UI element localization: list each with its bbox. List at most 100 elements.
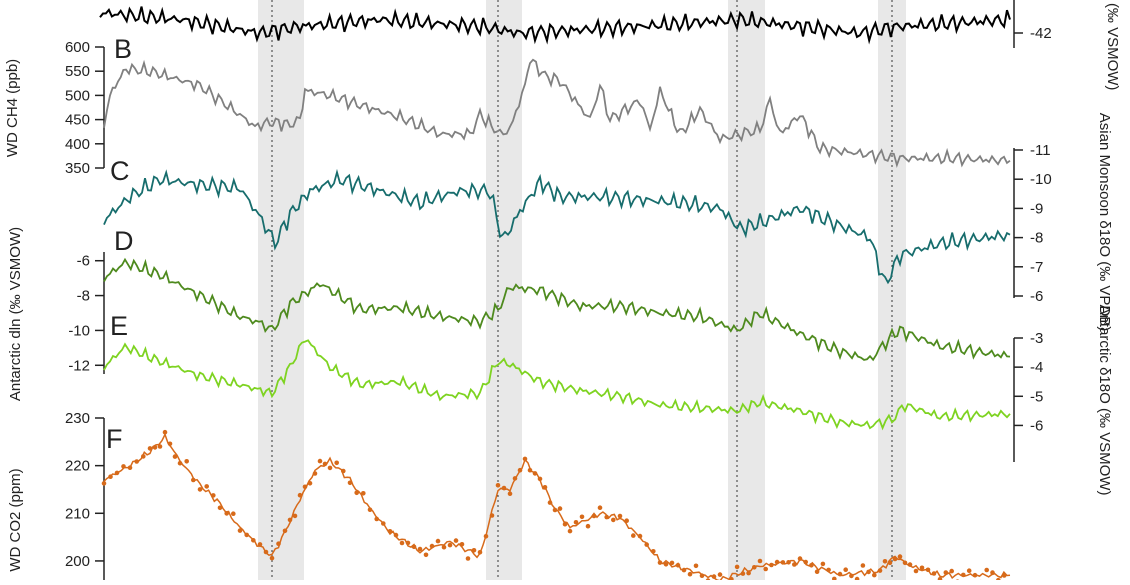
series-d-line — [104, 260, 1010, 360]
panel-a: -42 d δ18O (‰ VSMOW) — [100, 0, 1121, 90]
data-point — [231, 511, 236, 516]
axis-a-title: d δ18O (‰ VSMOW) — [1104, 0, 1121, 90]
data-point — [682, 568, 687, 573]
data-point — [624, 518, 629, 523]
data-point — [688, 572, 693, 577]
data-point — [990, 570, 995, 575]
data-point — [276, 541, 281, 546]
data-point — [334, 461, 339, 466]
data-point — [442, 545, 447, 550]
data-point — [153, 445, 158, 450]
series-c-line — [104, 172, 1010, 282]
data-point — [513, 476, 518, 481]
data-point — [400, 541, 405, 546]
panel-c: C -11-10-9-8-7-6 Asian Monsoon δ18O (‰ V… — [104, 113, 1113, 331]
data-point — [478, 550, 483, 555]
data-point — [121, 464, 126, 469]
data-point — [158, 444, 163, 449]
data-point — [809, 563, 814, 568]
series-f-points — [102, 430, 1007, 580]
data-point — [883, 559, 888, 564]
axis-tick-label: -10 — [1030, 171, 1052, 188]
panel-letter-d: D — [114, 226, 134, 256]
axis-tick-label: -5 — [1030, 388, 1043, 405]
data-point — [184, 459, 189, 464]
axis-e-title: Antarctic δ18O (‰ VSMOW) — [1096, 305, 1113, 496]
axis-e-ticks: -3 -4 -5 -6 — [1014, 330, 1043, 434]
axis-tick-label: -8 — [1030, 230, 1043, 247]
data-point — [313, 471, 318, 476]
data-point — [381, 521, 386, 526]
axis-tick-label: -3 — [1030, 330, 1043, 347]
data-point — [664, 562, 669, 567]
data-point — [533, 471, 538, 476]
data-point — [244, 533, 249, 538]
data-point — [543, 485, 548, 490]
data-point — [354, 491, 359, 496]
data-point — [866, 570, 871, 575]
axis-tick-label: 210 — [65, 505, 90, 522]
data-point — [746, 571, 751, 576]
data-point — [418, 547, 423, 552]
data-point — [586, 524, 591, 529]
data-point — [670, 561, 675, 566]
data-point — [198, 487, 203, 492]
data-point — [218, 506, 223, 511]
data-point — [843, 567, 848, 572]
series-f-line — [104, 435, 1010, 581]
panel-letter-e: E — [110, 311, 128, 341]
data-point — [141, 454, 146, 459]
data-point — [944, 570, 949, 575]
data-point — [518, 468, 523, 473]
panel-letter-b: B — [114, 34, 132, 64]
data-point — [472, 548, 477, 553]
data-point — [651, 549, 656, 554]
axis-tick-label: 200 — [65, 553, 90, 570]
data-point — [224, 511, 229, 516]
shaded-band-3 — [728, 0, 765, 580]
data-point — [173, 454, 178, 459]
data-point — [496, 483, 501, 488]
data-point — [574, 520, 579, 525]
axis-tick-label: 600 — [65, 39, 90, 56]
axis-b-title: WD CH4 (ppb) — [4, 59, 21, 157]
data-point — [102, 481, 107, 486]
data-point — [838, 572, 843, 577]
data-point — [341, 469, 346, 474]
data-point — [973, 573, 978, 578]
data-point — [374, 517, 379, 522]
data-point — [815, 569, 820, 574]
data-point — [270, 556, 275, 561]
data-point — [658, 560, 663, 565]
data-point — [700, 573, 705, 578]
axis-tick-label: -4 — [1030, 359, 1043, 376]
data-point — [448, 543, 453, 548]
data-point — [211, 493, 216, 498]
data-point — [293, 514, 298, 519]
axis-tick-label: -7 — [1030, 259, 1043, 276]
data-point — [898, 554, 903, 559]
axis-tick-label: -11 — [1030, 142, 1051, 159]
data-point — [523, 457, 528, 462]
series-a-line — [100, 7, 1010, 41]
data-point — [163, 430, 168, 435]
data-point — [553, 508, 558, 513]
data-point — [769, 563, 774, 568]
data-point — [758, 559, 763, 564]
axis-tick-label: 450 — [65, 112, 90, 129]
data-point — [308, 481, 313, 486]
axis-tick-label: -6 — [1030, 417, 1043, 434]
data-point — [718, 572, 723, 577]
axis-tick-label: -6 — [77, 253, 90, 270]
data-point — [134, 459, 139, 464]
data-point — [108, 474, 113, 479]
data-point — [424, 553, 429, 558]
data-point — [298, 493, 303, 498]
series-e-line — [104, 340, 1010, 428]
data-point — [926, 568, 931, 573]
panel-e: E -3 -4 -5 -6 Antarctic δ18O (‰ VSMOW) — [104, 305, 1113, 496]
data-point — [903, 561, 908, 566]
data-point — [792, 562, 797, 567]
